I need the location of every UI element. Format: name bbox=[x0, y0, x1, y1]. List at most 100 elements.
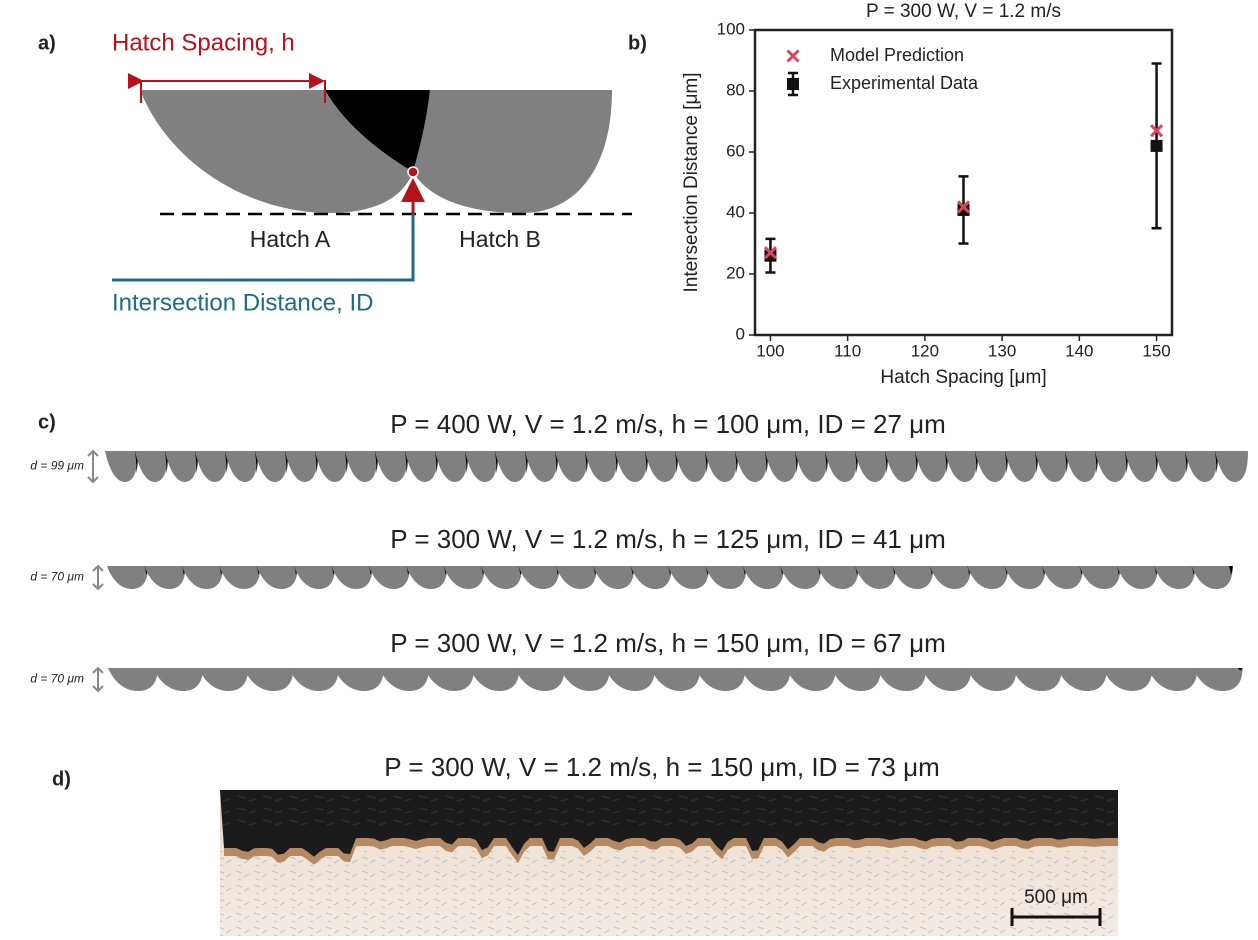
hatch-a-shape bbox=[140, 90, 413, 213]
melt-pool bbox=[967, 566, 1009, 589]
melt-pool bbox=[375, 451, 408, 482]
melt-pool bbox=[294, 566, 336, 589]
melt-pool bbox=[705, 566, 747, 589]
hatch-b-shape bbox=[413, 90, 612, 213]
melt-pool bbox=[518, 566, 560, 589]
depth-arrow bbox=[92, 564, 104, 591]
x-tick-label: 150 bbox=[1142, 341, 1170, 360]
melt-pool bbox=[1095, 451, 1128, 482]
melt-pool bbox=[1155, 451, 1188, 482]
melt-pool bbox=[650, 668, 701, 691]
melt-pool bbox=[135, 451, 168, 482]
y-tick-label: 40 bbox=[726, 202, 745, 221]
hatch-label: Hatch B bbox=[459, 226, 541, 252]
melt-pool bbox=[469, 668, 520, 691]
y-axis-label: Intersection Distance [μm] bbox=[681, 72, 702, 292]
x-marker bbox=[763, 246, 778, 260]
melt-pool bbox=[786, 668, 836, 691]
melt-pool bbox=[198, 668, 249, 691]
melt-pool bbox=[144, 566, 186, 589]
x-marker bbox=[1149, 124, 1164, 138]
row-title: P = 300 W, V = 1.2 m/s, h = 125 μm, ID =… bbox=[390, 524, 946, 554]
melt-pool bbox=[1012, 668, 1062, 691]
melt-pool bbox=[1079, 566, 1121, 589]
melt-pool bbox=[555, 566, 597, 589]
x-marker bbox=[786, 49, 800, 63]
melt-pool bbox=[345, 451, 378, 482]
melt-pool bbox=[929, 566, 971, 589]
melt-pool bbox=[514, 668, 565, 691]
x-marker bbox=[956, 200, 971, 214]
melt-pool bbox=[1042, 566, 1084, 589]
melt-pool bbox=[481, 566, 523, 589]
legend-label: Model Prediction bbox=[830, 45, 964, 65]
melt-pool bbox=[555, 451, 588, 482]
melt-pool bbox=[331, 566, 373, 589]
y-tick-label: 60 bbox=[726, 141, 745, 160]
melt-pool bbox=[255, 451, 288, 482]
melt-pool bbox=[379, 668, 429, 691]
melt-pool bbox=[105, 451, 138, 482]
melt-pool bbox=[921, 668, 972, 691]
melt-pool bbox=[1035, 451, 1068, 482]
x-tick-label: 130 bbox=[988, 341, 1016, 360]
melt-pool bbox=[165, 451, 198, 482]
melt-pool bbox=[1102, 668, 1153, 691]
depth-arrow bbox=[92, 666, 104, 693]
depth-label: d = 70 μm bbox=[30, 672, 84, 686]
panel-label: a) bbox=[38, 32, 56, 54]
melt-pool bbox=[855, 566, 897, 589]
melt-pool bbox=[443, 566, 485, 589]
melt-pool bbox=[406, 566, 448, 589]
melt-pool bbox=[630, 566, 672, 589]
melt-pool bbox=[1004, 566, 1046, 589]
melt-pool bbox=[465, 451, 498, 482]
melt-pool bbox=[243, 668, 294, 691]
melt-pool bbox=[695, 668, 746, 691]
melt-pool bbox=[668, 566, 710, 589]
melt-pool bbox=[735, 451, 768, 482]
melt-pool bbox=[966, 668, 1017, 691]
square-marker bbox=[957, 203, 970, 216]
melt-pool bbox=[1005, 451, 1038, 482]
melt-pool bbox=[108, 668, 158, 691]
melt-pool bbox=[645, 451, 678, 482]
melt-pool bbox=[825, 451, 858, 482]
melt-pool bbox=[885, 451, 918, 482]
melt-band bbox=[224, 838, 1118, 865]
id-leader bbox=[112, 214, 415, 282]
melt-pool bbox=[740, 668, 791, 691]
melt-pool bbox=[288, 668, 339, 691]
grain-texture bbox=[220, 850, 1118, 936]
hatch-diagram bbox=[112, 73, 632, 282]
melt-pool bbox=[435, 451, 468, 482]
scatter-chart: P = 300 W, V = 1.2 m/s 100 110 120 130 140 150… bbox=[681, 1, 1174, 388]
melt-pool bbox=[593, 566, 635, 589]
melt-pool bbox=[831, 668, 881, 691]
melt-pool bbox=[742, 566, 784, 589]
depth-label: d = 99 μm bbox=[30, 459, 84, 473]
melt-pool bbox=[795, 451, 828, 482]
x-tick-label: 120 bbox=[911, 341, 939, 360]
melt-pool bbox=[525, 451, 558, 482]
y-tick-label: 80 bbox=[726, 80, 745, 99]
melt-pool bbox=[675, 451, 708, 482]
melt-pool bbox=[195, 451, 228, 482]
melt-pool bbox=[765, 451, 798, 482]
intersection-point bbox=[407, 166, 419, 178]
panel-label: c) bbox=[38, 411, 56, 433]
chart-title: P = 300 W, V = 1.2 m/s bbox=[866, 1, 1061, 22]
melt-pool bbox=[1154, 566, 1196, 589]
melt-pool bbox=[315, 451, 348, 482]
depth-arrow bbox=[87, 449, 99, 484]
melt-pool bbox=[605, 668, 655, 691]
melt-pool bbox=[153, 668, 203, 691]
x-tick-label: 140 bbox=[1065, 341, 1093, 360]
scale-bar-label: 500 μm bbox=[1024, 887, 1088, 908]
melt-pool bbox=[1065, 451, 1098, 482]
melt-pool bbox=[1192, 668, 1243, 691]
hatch-spacing-label: Hatch Spacing, h bbox=[112, 29, 295, 56]
melt-pool bbox=[225, 451, 258, 482]
melt-pool bbox=[1215, 451, 1248, 482]
